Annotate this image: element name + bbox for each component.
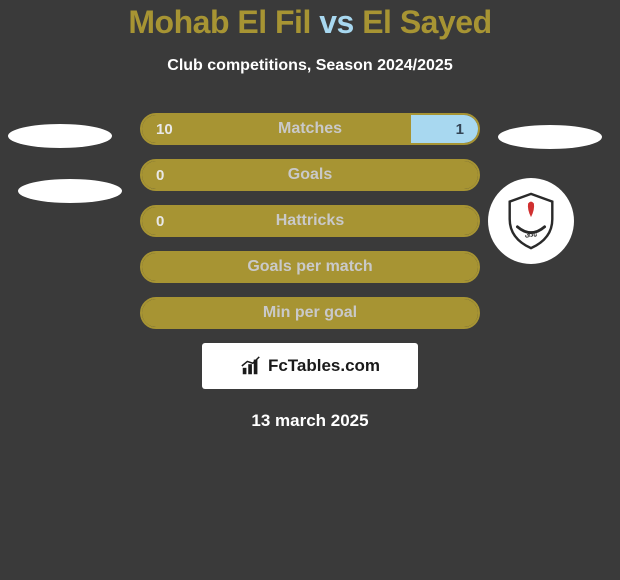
stat-bar-left: 10 bbox=[142, 115, 411, 143]
stat-bar-left: 0 bbox=[142, 161, 464, 189]
stat-row: 101Matches bbox=[0, 113, 620, 145]
stat-bar: 0Hattricks bbox=[140, 205, 480, 237]
branding-box: FcTables.com bbox=[202, 343, 418, 389]
stat-bar: Min per goal bbox=[140, 297, 480, 329]
player1-name: Mohab El Fil bbox=[128, 4, 310, 40]
stat-bar-left: 0 bbox=[142, 207, 464, 235]
subtitle: Club competitions, Season 2024/2025 bbox=[0, 57, 620, 75]
vs-text: vs bbox=[319, 4, 354, 40]
stat-bar: 101Matches bbox=[140, 113, 480, 145]
stat-bar-right bbox=[464, 299, 478, 327]
stat-row: 0Goals bbox=[0, 159, 620, 191]
stat-row: Min per goal bbox=[0, 297, 620, 329]
bar-chart-icon bbox=[240, 355, 262, 377]
branding-text: FcTables.com bbox=[268, 356, 380, 376]
stat-bar: 0Goals bbox=[140, 159, 480, 191]
player2-name: El Sayed bbox=[362, 4, 491, 40]
infographic-container: Mohab El Fil vs El Sayed Club competitio… bbox=[0, 0, 620, 431]
stat-bar-right bbox=[464, 161, 478, 189]
stat-row: 0Hattricks bbox=[0, 205, 620, 237]
stat-bar-left bbox=[142, 253, 464, 281]
stats-bars: 101Matches 0Goals 0Hattricks Goals per matc… bbox=[0, 113, 620, 329]
date-text: 13 march 2025 bbox=[0, 411, 620, 431]
stat-bar-left bbox=[142, 299, 464, 327]
stat-row: Goals per match bbox=[0, 251, 620, 283]
stat-bar: Goals per match bbox=[140, 251, 480, 283]
comparison-title: Mohab El Fil vs El Sayed bbox=[0, 4, 620, 41]
stat-bar-right bbox=[464, 253, 478, 281]
stat-bar-right bbox=[464, 207, 478, 235]
stat-bar-right: 1 bbox=[411, 115, 478, 143]
